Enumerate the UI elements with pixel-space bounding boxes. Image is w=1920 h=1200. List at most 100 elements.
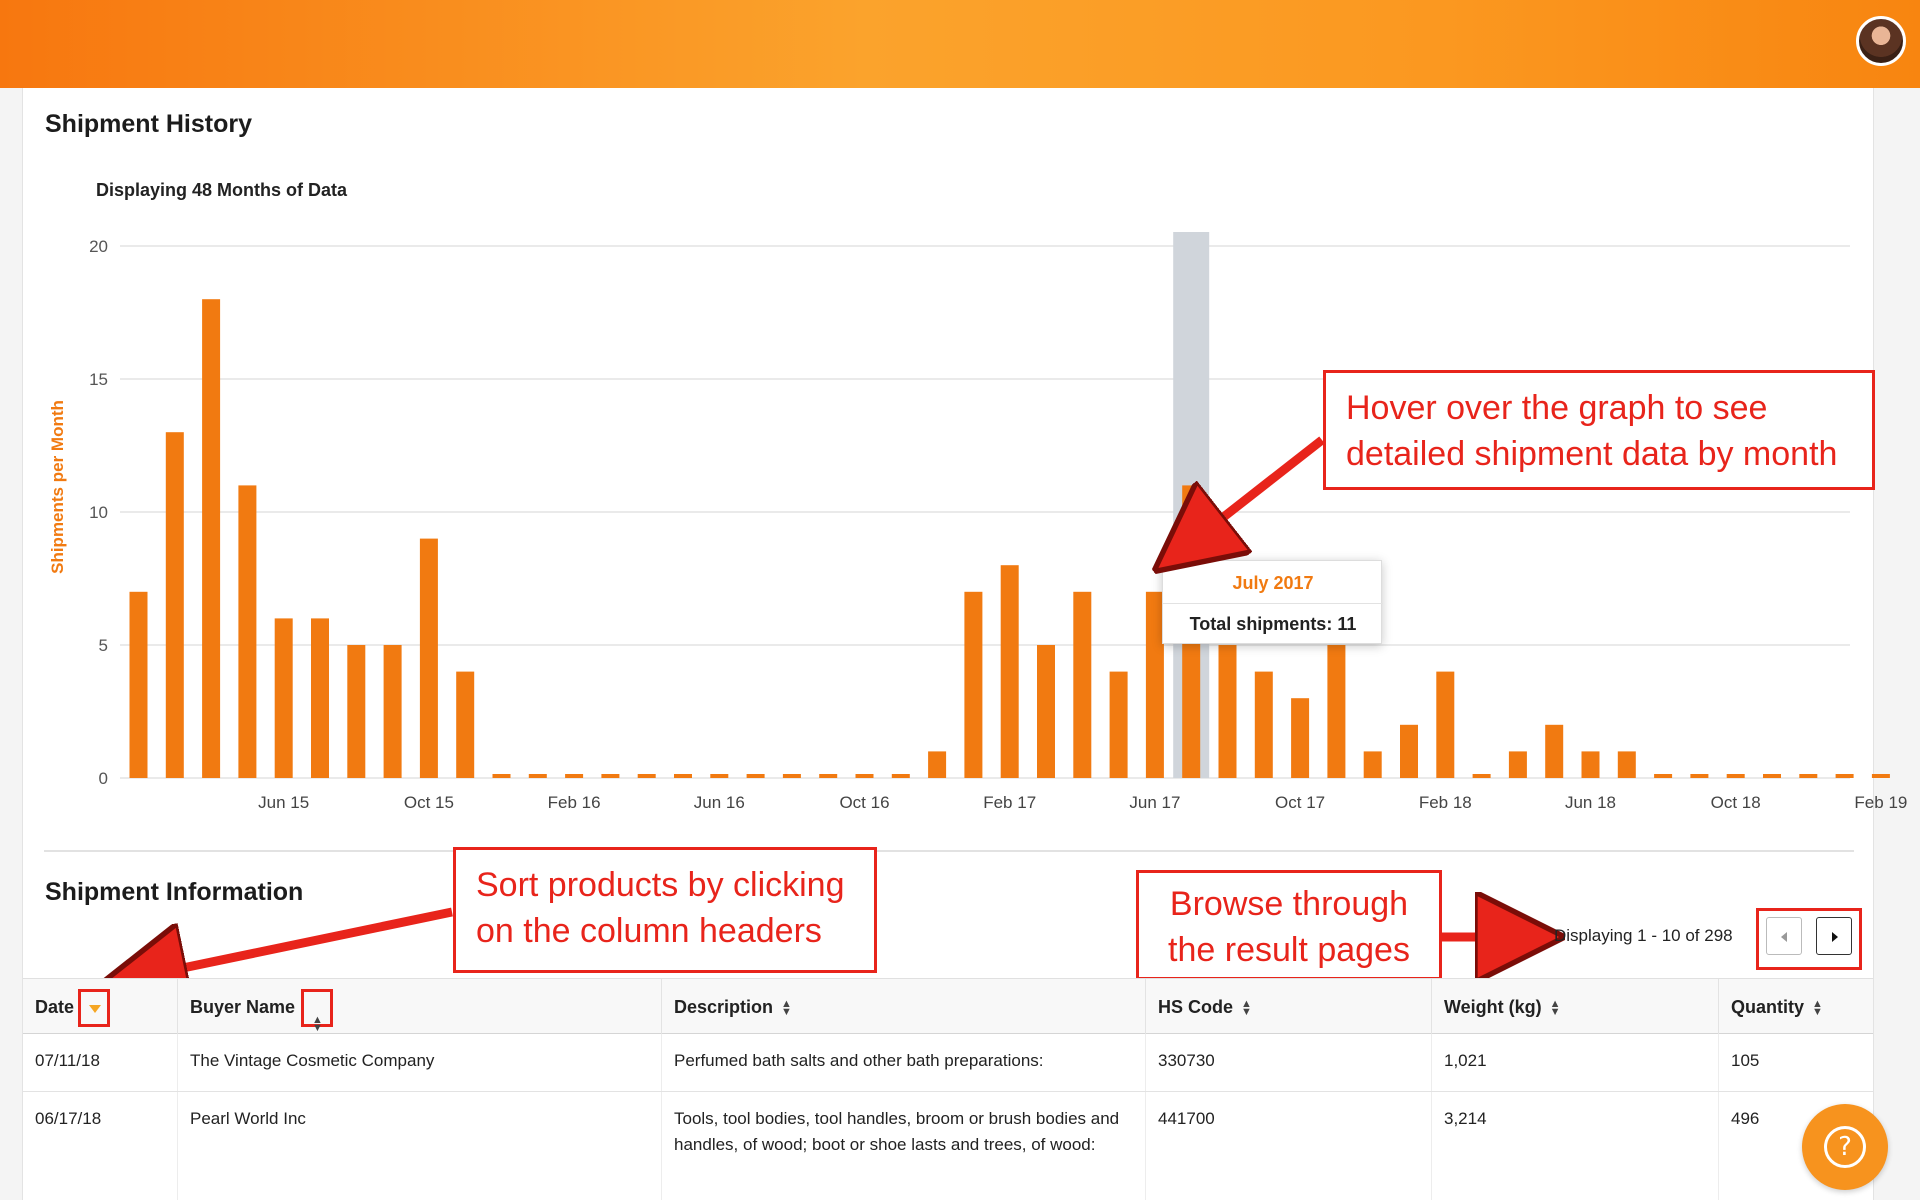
bar-sep-16[interactable] <box>819 774 838 778</box>
bar-jun-17[interactable] <box>1145 591 1164 778</box>
bar-mar-18[interactable] <box>1472 774 1491 778</box>
bar-aug-15[interactable] <box>347 645 366 778</box>
bar-may-18[interactable] <box>1545 724 1564 778</box>
y-axis-label: Shipments per Month <box>48 400 67 574</box>
pager-status: Displaying 1 - 10 of 298 <box>1554 926 1733 945</box>
top-bar <box>0 0 1920 88</box>
cell-quantity: 496 <box>1731 1109 1760 1128</box>
bar-jul-18[interactable] <box>1617 751 1636 778</box>
bar-jul-16[interactable] <box>746 774 765 778</box>
bar-dec-18[interactable] <box>1799 774 1818 778</box>
cell-date: 07/11/18 <box>23 1034 178 1091</box>
bar-feb-15[interactable] <box>129 591 148 778</box>
bar-dec-15[interactable] <box>492 774 511 778</box>
bar-nov-17[interactable] <box>1327 645 1346 778</box>
bar-jan-19[interactable] <box>1835 774 1854 778</box>
bar-aug-18[interactable] <box>1654 774 1673 778</box>
bar-mar-16[interactable] <box>601 774 620 778</box>
bar-jun-16[interactable] <box>710 774 729 778</box>
bar-jun-18[interactable] <box>1581 751 1600 778</box>
bar-jan-17[interactable] <box>964 591 983 778</box>
column-header-weight-label: Weight (kg) <box>1444 997 1542 1017</box>
sort-annotation-line-2: on the column headers <box>476 912 822 950</box>
chevron-right-icon <box>1832 932 1838 942</box>
column-header-hs-code[interactable]: HS Code ▲ ▼ <box>1146 979 1432 1035</box>
x-tick-label: Oct 16 <box>839 793 889 812</box>
bar-sep-17[interactable] <box>1254 671 1273 778</box>
cell-weight: 3,214 <box>1432 1092 1719 1200</box>
bar-nov-18[interactable] <box>1763 774 1781 778</box>
bar-feb-18[interactable] <box>1436 671 1455 778</box>
sort-annotation: Sort products by clicking on the column … <box>453 847 877 973</box>
x-tick-label: Jun 17 <box>1129 793 1180 812</box>
bar-nov-15[interactable] <box>456 671 475 778</box>
cell-buyer: The Vintage Cosmetic Company <box>178 1034 662 1091</box>
bar-dec-17[interactable] <box>1363 751 1382 778</box>
browse-annotation-line-1: Browse through <box>1169 885 1409 923</box>
bar-mar-15[interactable] <box>165 432 184 778</box>
bar-sep-18[interactable] <box>1690 774 1709 778</box>
tooltip-month: July 2017 <box>1232 573 1314 593</box>
hover-annotation: Hover over the graph to see detailed shi… <box>1323 370 1875 490</box>
bar-apr-18[interactable] <box>1508 751 1527 778</box>
bar-feb-19[interactable] <box>1871 774 1890 778</box>
x-tick-label: Feb 16 <box>548 793 601 812</box>
shipment-information-title: Shipment Information <box>45 878 304 906</box>
y-tick-label: 0 <box>99 769 108 788</box>
bar-oct-18[interactable] <box>1726 774 1745 778</box>
y-tick-label: 10 <box>89 503 108 522</box>
shipments-bar-chart[interactable]: 0 5 10 15 20 Jun 15 Oct 15 Feb 16 Jun 16 Oct 16 F… <box>0 0 1920 840</box>
x-tick-label: Feb 19 <box>1854 793 1907 812</box>
browse-annotation: Browse through the result pages <box>1136 870 1442 980</box>
x-tick-label: Oct 15 <box>404 793 454 812</box>
table-row[interactable]: 07/11/18 The Vintage Cosmetic Company Pe… <box>23 1034 1873 1092</box>
y-tick-label: 5 <box>99 636 108 655</box>
previous-page-button[interactable] <box>1766 917 1802 955</box>
bar-feb-16[interactable] <box>565 774 584 778</box>
bar-dec-16[interactable] <box>928 751 947 778</box>
bar-feb-17[interactable] <box>1000 565 1019 778</box>
column-header-description[interactable]: Description ▲ ▼ <box>662 979 1146 1035</box>
user-avatar[interactable] <box>1856 16 1906 66</box>
column-header-weight[interactable]: Weight (kg) ▲ ▼ <box>1432 979 1719 1035</box>
y-tick-label: 20 <box>89 237 108 256</box>
cell-hs-code: 441700 <box>1146 1092 1432 1200</box>
column-header-date[interactable]: Date <box>23 979 178 1035</box>
bar-aug-16[interactable] <box>782 774 801 778</box>
x-tick-label: Oct 18 <box>1711 793 1761 812</box>
bar-aug-17[interactable] <box>1218 645 1237 778</box>
bar-jan-16[interactable] <box>528 774 547 778</box>
bar-apr-16[interactable] <box>637 774 656 778</box>
bar-nov-16[interactable] <box>891 774 910 778</box>
bar-sep-15[interactable] <box>383 645 402 778</box>
column-header-buyer-name[interactable]: Buyer Name ▲ ▼ <box>178 979 662 1035</box>
column-header-hs-label: HS Code <box>1158 997 1234 1017</box>
help-button[interactable]: ? <box>1802 1104 1888 1190</box>
bar-oct-16[interactable] <box>855 774 874 778</box>
bar-may-15[interactable] <box>238 485 257 778</box>
column-header-quantity[interactable]: Quantity ▲ ▼ <box>1719 979 1873 1035</box>
bar-jan-18[interactable] <box>1400 724 1418 778</box>
bar-oct-17[interactable] <box>1291 698 1310 778</box>
shipment-history-title: Shipment History <box>45 110 252 138</box>
bar-may-17[interactable] <box>1109 671 1128 778</box>
table-row[interactable]: 06/17/18 Pearl World Inc Tools, tool bod… <box>23 1092 1873 1200</box>
cell-weight: 1,021 <box>1432 1034 1719 1091</box>
tooltip-total: Total shipments: 11 <box>1189 614 1357 634</box>
pager-highlight-box <box>1756 908 1862 970</box>
next-page-button[interactable] <box>1816 917 1852 955</box>
bar-jun-15[interactable] <box>274 618 293 778</box>
sort-annotation-line-1: Sort products by clicking <box>476 866 845 904</box>
bar-apr-15[interactable] <box>202 299 221 778</box>
bar-jul-15[interactable] <box>311 618 329 778</box>
bar-mar-17[interactable] <box>1037 645 1055 778</box>
bar-apr-17[interactable] <box>1073 591 1092 778</box>
x-tick-label: Jun 15 <box>258 793 309 812</box>
buyer-sort-highlight: ▲ ▼ <box>301 989 333 1034</box>
column-header-buyer-label: Buyer Name <box>190 997 296 1017</box>
cell-quantity: 105 <box>1731 1051 1760 1070</box>
browse-annotation-line-2: the result pages <box>1168 931 1410 969</box>
column-header-description-label: Description <box>674 997 774 1017</box>
bar-may-16[interactable] <box>674 774 692 778</box>
bar-oct-15[interactable] <box>419 538 438 778</box>
